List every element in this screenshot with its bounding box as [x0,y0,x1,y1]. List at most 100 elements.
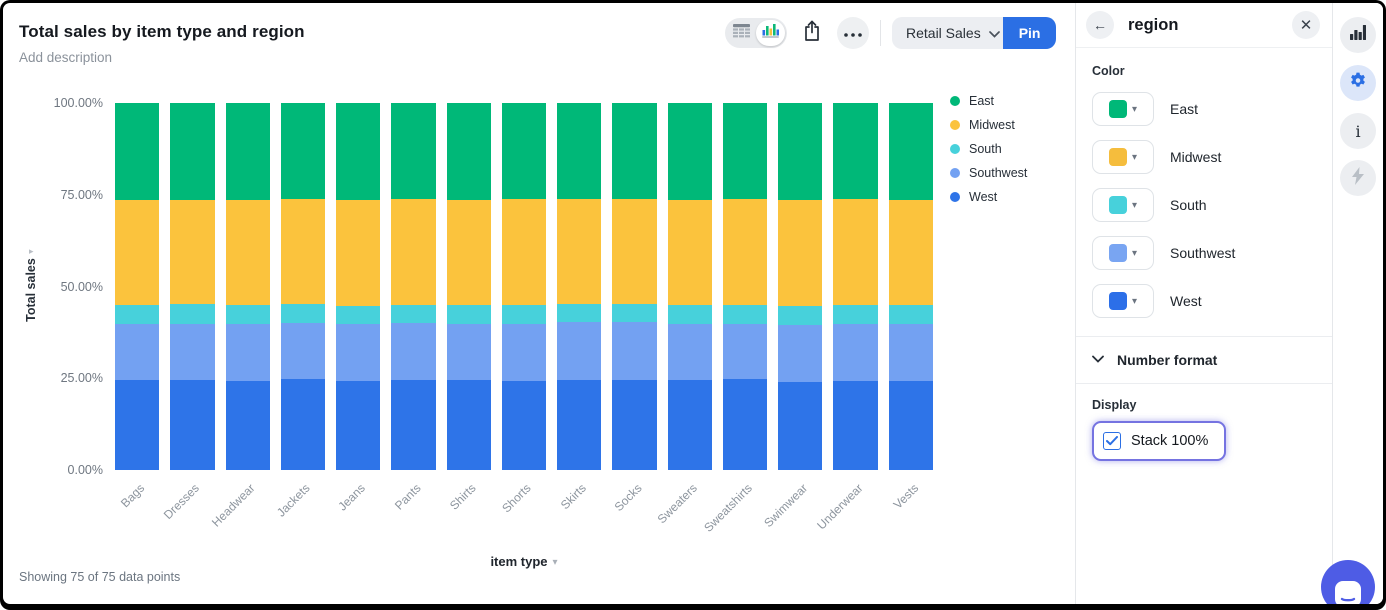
color-swatch-dropdown-southwest[interactable]: ▾ [1092,236,1154,270]
color-swatch-dropdown-east[interactable]: ▾ [1092,92,1154,126]
rail-chart-button[interactable] [1340,17,1376,53]
segment-west[interactable] [115,380,160,470]
y-axis-menu-caret-icon[interactable]: ▸ [29,246,34,256]
close-button[interactable]: ✕ [1292,11,1320,39]
segment-midwest[interactable] [501,199,547,306]
segment-east[interactable] [336,103,381,200]
chart-view-button[interactable] [756,20,785,46]
segment-south[interactable] [667,304,712,325]
segment-southwest[interactable] [888,324,933,382]
bar-jackets[interactable] [280,103,326,470]
bar-shorts[interactable] [501,103,547,470]
segment-southwest[interactable] [446,323,491,381]
table-view-button[interactable] [727,20,756,46]
segment-southwest[interactable] [612,322,657,381]
segment-south[interactable] [280,304,326,324]
segment-south[interactable] [888,304,933,325]
segment-east[interactable] [280,103,326,199]
color-swatch-dropdown-south[interactable]: ▾ [1092,188,1154,222]
x-axis-title[interactable]: item type ▾ [115,554,933,569]
segment-west[interactable] [722,378,768,470]
segment-east[interactable] [557,103,602,199]
segment-midwest[interactable] [170,200,215,305]
segment-southwest[interactable] [391,323,436,381]
segment-midwest[interactable] [391,199,436,305]
bar-dresses[interactable] [170,103,215,470]
segment-east[interactable] [722,103,768,200]
segment-midwest[interactable] [612,199,657,305]
number-format-section[interactable]: Number format [1076,337,1332,383]
segment-southwest[interactable] [722,323,768,379]
segment-south[interactable] [225,305,270,324]
segment-east[interactable] [612,103,657,200]
segment-south[interactable] [391,304,436,324]
segment-east[interactable] [667,103,712,200]
segment-midwest[interactable] [722,199,768,305]
legend-item-east[interactable]: East [950,89,1027,113]
segment-midwest[interactable] [667,199,712,305]
segment-midwest[interactable] [115,199,160,305]
segment-midwest[interactable] [778,200,823,307]
bar-headwear[interactable] [225,103,270,470]
segment-east[interactable] [225,103,270,200]
segment-west[interactable] [667,380,712,470]
segment-west[interactable] [888,381,933,470]
segment-west[interactable] [336,380,381,470]
bar-vests[interactable] [888,103,933,470]
segment-east[interactable] [391,103,436,200]
color-swatch-dropdown-west[interactable]: ▾ [1092,284,1154,318]
segment-southwest[interactable] [557,322,602,381]
segment-midwest[interactable] [888,199,933,305]
segment-south[interactable] [115,304,160,325]
segment-west[interactable] [280,378,326,470]
bar-underwear[interactable] [833,103,878,470]
segment-midwest[interactable] [833,199,878,305]
segment-southwest[interactable] [667,324,712,381]
bar-socks[interactable] [612,103,657,470]
color-swatch-dropdown-midwest[interactable]: ▾ [1092,140,1154,174]
bar-bags[interactable] [115,103,160,470]
chat-launcher-button[interactable] [1321,560,1375,604]
legend-item-southwest[interactable]: Southwest [950,161,1027,185]
segment-southwest[interactable] [778,325,823,383]
segment-midwest[interactable] [336,199,381,306]
segment-west[interactable] [225,380,270,470]
segment-east[interactable] [501,103,547,200]
segment-west[interactable] [833,381,878,470]
segment-south[interactable] [722,304,768,324]
segment-south[interactable] [336,305,381,325]
segment-east[interactable] [170,103,215,201]
legend-item-midwest[interactable]: Midwest [950,113,1027,137]
segment-southwest[interactable] [336,324,381,381]
segment-west[interactable] [778,382,823,470]
segment-southwest[interactable] [225,323,270,381]
segment-south[interactable] [557,304,602,323]
rail-explore-button[interactable] [1340,160,1376,196]
segment-west[interactable] [501,380,547,470]
segment-east[interactable] [888,103,933,200]
segment-east[interactable] [833,103,878,200]
segment-midwest[interactable] [446,199,491,305]
back-button[interactable]: ← [1086,11,1114,39]
segment-west[interactable] [557,380,602,470]
pin-button[interactable]: Pin [1002,17,1057,49]
segment-west[interactable] [612,380,657,470]
segment-west[interactable] [391,380,436,470]
stack-100-control[interactable]: Stack 100% [1092,421,1227,461]
segment-south[interactable] [612,304,657,323]
segment-midwest[interactable] [225,199,270,306]
legend-item-west[interactable]: West [950,185,1027,209]
bar-sweatshirts[interactable] [722,103,768,470]
share-button[interactable] [796,17,828,49]
bar-pants[interactable] [391,103,436,470]
segment-southwest[interactable] [280,323,326,379]
bar-sweaters[interactable] [667,103,712,470]
rail-info-button[interactable]: i [1340,113,1376,149]
bar-skirts[interactable] [557,103,602,470]
segment-southwest[interactable] [501,323,547,381]
segment-midwest[interactable] [280,198,326,305]
segment-southwest[interactable] [833,323,878,382]
stack-100-checkbox[interactable] [1103,432,1121,450]
segment-west[interactable] [170,380,215,470]
segment-east[interactable] [446,103,491,200]
